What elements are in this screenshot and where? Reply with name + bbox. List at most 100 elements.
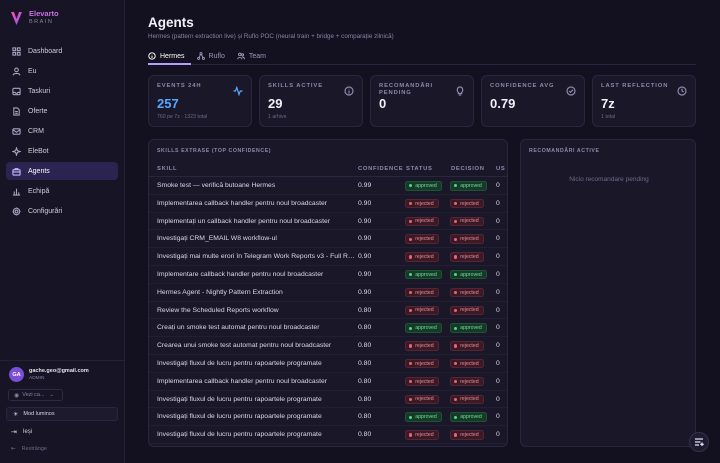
status-badge-label: approved [415,271,437,278]
view-as-select[interactable]: ◉ Vezi ca... ⌄ [8,389,63,401]
clock-icon [677,86,687,96]
stat-label: RECOMANDĂRI PENDING [379,83,434,96]
users-icon [237,52,245,60]
status-dot-icon [409,379,413,384]
skill-usage: 0 [496,235,500,243]
stat-sub: 1 arhive [268,114,287,120]
status-dot-icon [409,255,413,259]
tab-hermes[interactable]: Hermes [148,49,185,63]
table-row[interactable]: Investigați fluxul de lucru pentru rapoa… [149,391,507,409]
status-badge: rejected [405,358,439,369]
table-row[interactable]: Investigați CRM_EMAIL W8 workflow-ul 0.90… [149,230,507,249]
sidebar-item-eu[interactable]: Eu [6,62,118,80]
stat-sub: 760 pe 7z · 1323 total [157,114,208,120]
table-row[interactable]: Implementarea callback handler pentru no… [149,373,507,391]
collapse-icon: ⇤ [11,446,16,452]
status-badge-label: rejected [415,396,434,403]
tab-ruflo[interactable]: Ruflo [196,49,225,63]
table-row[interactable]: Investigați mai multe erori în Telegram … [149,248,507,266]
skill-usage: 0 [496,270,500,278]
column-header-status[interactable]: STATUS [406,166,433,172]
sidebar-item-label: Configurări [28,207,63,215]
check-circle-icon [566,86,576,96]
briefcase-icon [12,167,21,176]
sidebar-item-taskuri[interactable]: Taskuri [6,82,118,100]
status-badge-label: rejected [415,289,434,296]
skill-usage: 0 [496,377,500,385]
skill-usage: 0 [496,359,500,367]
recommendations-empty-state: Nicio recomandare pending [569,176,649,183]
table-row[interactable]: Smoke test — verifică butoane Hermes 0.99… [149,177,507,195]
table-row[interactable]: Investigați fluxul de lucru pentru rapoa… [149,426,507,444]
table-row[interactable]: Implementare callback handler pentru nou… [149,266,507,284]
sidebar-item-agents[interactable]: Agents [6,162,118,180]
brand[interactable]: Elevarto BRAIN [10,9,59,26]
stat-value: 0 [379,96,387,111]
skill-usage: 0 [496,306,500,314]
stat-card-confidence: CONFIDENCE AVG 0.79 [481,75,585,127]
decision-badge-label: approved [460,182,482,189]
status-dot-icon [454,379,458,384]
skill-usage: 0 [496,395,500,403]
stat-card-skills: SKILLS ACTIVE 29 1 arhive [259,75,363,127]
decision-badge-label: rejected [460,200,479,207]
tabs-divider [148,64,696,65]
sidebar-item-crm[interactable]: CRM [6,122,118,140]
status-dot-icon [409,308,413,312]
skill-name: Smoke test — verifică butoane Hermes [157,182,276,189]
table-row[interactable]: Review the Scheduled Reports workflow 0.8… [149,302,507,320]
decision-badge-label: rejected [460,289,479,296]
stat-value: 257 [157,96,179,111]
floating-action-button[interactable] [689,432,709,452]
status-dot-icon [409,184,413,188]
column-header-decision[interactable]: DECISION [451,166,485,172]
user-email: gache.geo@gmail.com [29,367,89,374]
skill-name: Investigați fluxul de lucru pentru rapoa… [157,431,322,439]
status-dot-icon [409,433,413,437]
table-row[interactable]: Investigați fluxul de lucru pentru rapoa… [149,408,507,427]
status-dot-icon [454,255,458,259]
main-content: Agents Hermes (pattern extraction live) … [125,0,720,463]
skill-confidence: 0.80 [358,359,372,367]
table-row[interactable]: Implementarea callback handler pentru no… [149,195,507,213]
light-mode-toggle[interactable]: ☀ Mod luminos [6,407,118,421]
status-dot-icon [454,308,458,312]
sidebar-item-oferte[interactable]: Oferte [6,102,118,120]
collapse-sidebar-button[interactable]: ⇤ Restrânge [11,446,47,452]
logout-label: Ieși [22,429,33,435]
status-dot-icon [454,397,458,401]
recommendations-panel: RECOMANDĂRI ACTIVE Nicio recomandare pen… [520,139,696,447]
decision-badge-label: approved [460,271,482,278]
decision-badge: rejected [450,341,484,351]
status-dot-icon [454,326,458,330]
column-header-confidence[interactable]: CONFIDENCE [358,166,404,172]
column-header-us[interactable]: US [496,166,506,172]
skill-confidence: 0.90 [358,199,372,207]
skill-name: Hermes Agent - Nightly Pattern Extractio… [157,288,283,296]
status-badge: approved [405,412,442,422]
stat-value: 7z [601,96,615,111]
table-row[interactable]: Hermes Agent - Nightly Pattern Extractio… [149,284,507,302]
table-row[interactable]: Investigați fluxul de lucru pentru rapoa… [149,355,507,373]
status-dot-icon [409,362,413,366]
status-badge-label: rejected [415,200,434,207]
sidebar-item-dashboard[interactable]: Dashboard [6,42,118,60]
sidebar-item-label: EleBot [28,147,49,155]
decision-badge-label: rejected [460,218,479,225]
status-dot-icon [409,201,413,206]
sidebar-item-label: Agents [28,167,50,175]
sidebar-nav: Dashboard Eu Taskuri Oferte CRM EleBot A… [6,42,118,222]
sidebar-item-elebot[interactable]: EleBot [6,142,118,160]
logout-button[interactable]: ⇥ Ieși [11,428,32,436]
skill-confidence: 0.90 [358,288,372,296]
column-header-skill[interactable]: SKILL [157,166,178,172]
user-card[interactable]: GA gache.geo@gmail.com ADMIN [9,367,89,382]
sidebar-item-configurari[interactable]: Configurări [6,202,118,220]
table-row[interactable]: Implementați un callback handler pentru … [149,213,507,231]
decision-badge-label: approved [460,325,482,332]
table-row[interactable]: Crearea unui smoke test automat pentru n… [149,337,507,355]
mail-icon [12,127,21,135]
sidebar-item-echipa[interactable]: Echipă [6,182,118,200]
table-row[interactable]: Creați un smoke test automat pentru noul… [149,319,507,338]
tab-team[interactable]: Team [237,49,266,63]
